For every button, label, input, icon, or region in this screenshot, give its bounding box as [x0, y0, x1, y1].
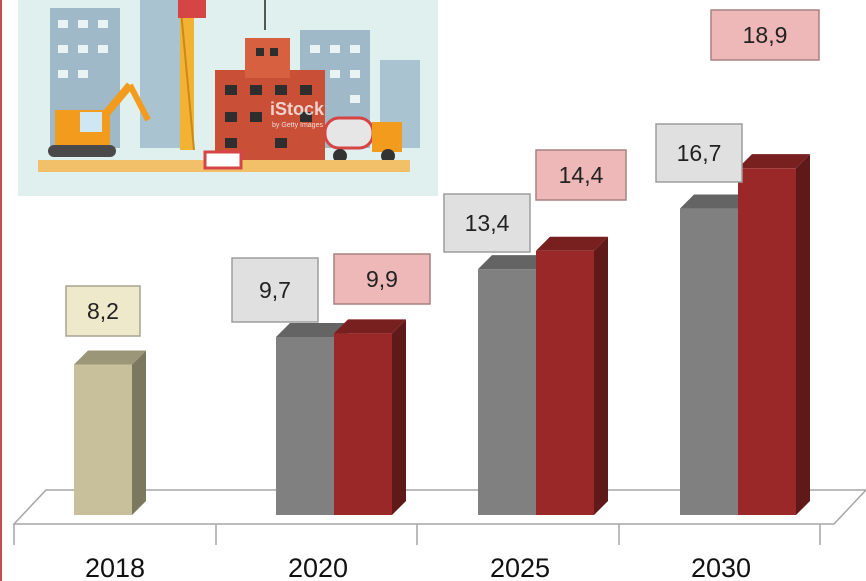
- watermark-subtext: by Getty Images: [272, 122, 323, 129]
- watermark-text: iStock: [270, 99, 325, 119]
- data-label-2020-series-2: 9,9: [333, 253, 431, 305]
- x-tick-label-2030: 2030: [691, 553, 751, 581]
- bars-layer: [74, 154, 810, 516]
- bar-2018-series-0: [74, 350, 146, 515]
- svg-text:16,7: 16,7: [677, 140, 722, 166]
- bar-2030-series-2: [738, 154, 810, 515]
- x-tick-label-2025: 2025: [490, 553, 550, 581]
- svg-text:14,4: 14,4: [559, 162, 604, 188]
- x-tick-label-2018: 2018: [85, 553, 145, 581]
- data-label-2030-series-1: 16,7: [655, 123, 743, 183]
- bar-2025-series-2: [536, 236, 608, 515]
- svg-text:9,7: 9,7: [259, 277, 291, 303]
- data-label-2025-series-1: 13,4: [443, 193, 531, 253]
- construction-illustration: iStock by Getty Images: [18, 0, 438, 196]
- svg-text:18,9: 18,9: [743, 22, 788, 48]
- svg-text:9,9: 9,9: [366, 266, 398, 292]
- x-tick-label-2020: 2020: [288, 553, 348, 581]
- svg-text:8,2: 8,2: [87, 298, 119, 324]
- chart-floor: [12, 489, 866, 545]
- data-label-2025-series-2: 14,4: [535, 149, 627, 201]
- data-label-2018-series-0: 8,2: [65, 285, 141, 337]
- data-label-2030-series-2: 18,9: [710, 9, 820, 61]
- x-axis-tick-labels: 2018 2020 2025 2030: [85, 553, 751, 581]
- svg-text:13,4: 13,4: [465, 210, 510, 236]
- data-labels-layer: 8,2 9,7 13,4 16,7 9,9 14,4 18,9: [65, 9, 820, 337]
- bar-2020-series-2: [334, 319, 406, 515]
- data-label-2020-series-1: 9,7: [231, 257, 319, 323]
